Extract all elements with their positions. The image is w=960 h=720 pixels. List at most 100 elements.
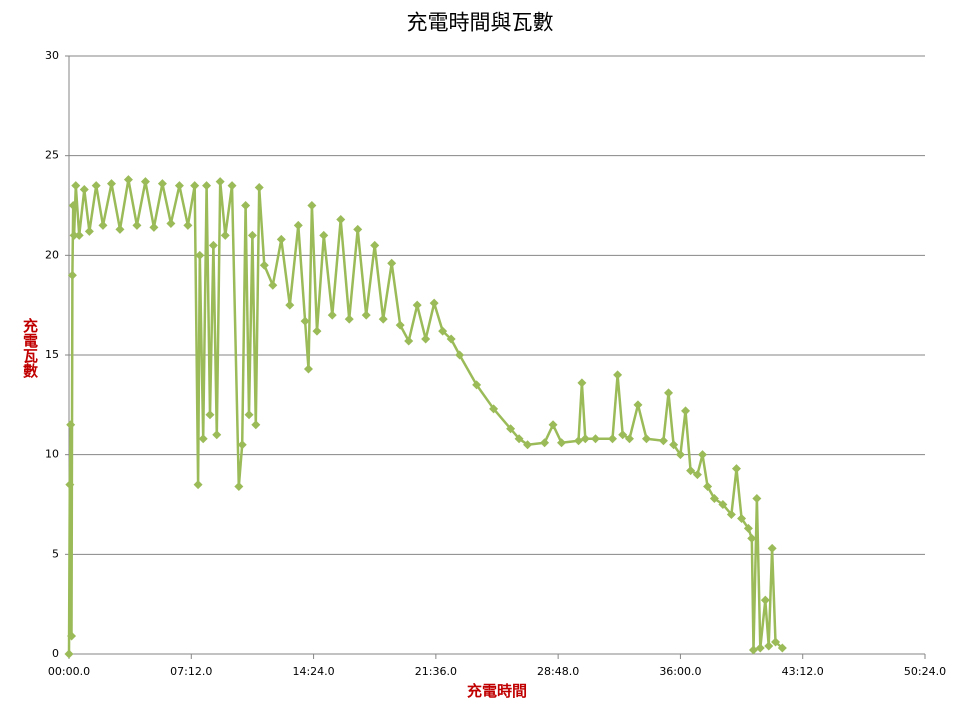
data-point — [208, 240, 218, 250]
x-tick-label: 28:48.0 — [537, 665, 579, 678]
data-point — [675, 450, 685, 460]
data-point — [312, 326, 322, 336]
data-point — [681, 406, 691, 416]
data-point — [698, 450, 708, 460]
data-point — [421, 334, 431, 344]
x-tick-label: 14:24.0 — [292, 665, 334, 678]
x-axis-title: 充電時間 — [467, 682, 527, 700]
data-point — [140, 177, 150, 187]
data-point — [183, 220, 193, 230]
data-point — [709, 494, 719, 504]
data-point — [64, 649, 74, 659]
data-point — [540, 438, 550, 448]
data-point — [574, 436, 584, 446]
data-point — [336, 214, 346, 224]
data-point — [84, 226, 94, 236]
y-tick-label: 5 — [52, 547, 59, 560]
data-point — [703, 482, 713, 492]
data-point — [718, 500, 728, 509]
data-point — [669, 440, 679, 450]
data-point — [752, 494, 762, 504]
data-point — [438, 326, 448, 336]
y-tick-label: 15 — [45, 348, 59, 361]
data-point — [692, 470, 702, 480]
x-tick-label: 43:12.0 — [782, 665, 824, 678]
data-point — [737, 513, 747, 523]
x-tick-label: 36:00.0 — [659, 665, 701, 678]
data-point — [633, 400, 643, 410]
data-point — [370, 240, 380, 250]
data-point — [767, 543, 777, 553]
data-point — [157, 179, 167, 189]
data-point — [577, 378, 587, 388]
data-point — [71, 181, 81, 191]
data-point — [760, 595, 770, 605]
data-point — [68, 201, 78, 210]
y-axis-title: 充電瓦數 — [21, 317, 39, 379]
data-point — [98, 220, 108, 230]
data-point — [237, 440, 247, 450]
data-point — [166, 218, 176, 228]
data-point — [149, 222, 159, 232]
data-point — [215, 177, 225, 187]
data-point — [743, 523, 753, 533]
y-tick-label: 25 — [45, 149, 59, 162]
data-point — [106, 179, 116, 189]
data-point — [202, 181, 212, 191]
data-point — [557, 438, 567, 448]
data-point — [664, 388, 674, 398]
data-point — [455, 350, 465, 360]
data-point — [591, 434, 601, 444]
data-point — [548, 420, 558, 430]
data-point — [607, 434, 617, 444]
data-point — [412, 300, 422, 310]
data-point — [276, 234, 286, 244]
data-point — [327, 310, 337, 320]
data-point — [618, 430, 628, 440]
data-point — [613, 370, 623, 380]
data-point — [66, 420, 76, 430]
data-point — [174, 181, 184, 191]
data-point — [69, 230, 79, 240]
y-tick-label: 20 — [45, 248, 59, 261]
data-point — [748, 645, 758, 655]
data-point — [65, 480, 75, 490]
data-point — [361, 310, 371, 320]
data-point — [307, 201, 317, 210]
data-point — [514, 434, 524, 444]
data-point — [293, 220, 303, 230]
data-point — [446, 334, 456, 344]
data-point — [79, 185, 89, 195]
data-point — [580, 434, 590, 444]
chart-title: 充電時間與瓦數 — [407, 11, 554, 35]
data-point — [771, 637, 781, 647]
data-point — [303, 364, 313, 374]
data-point — [123, 175, 133, 185]
data-point — [489, 404, 499, 414]
data-point — [731, 464, 741, 474]
data-point — [234, 482, 244, 492]
data-point — [395, 320, 405, 330]
data-point — [251, 420, 261, 430]
data-point — [404, 336, 414, 346]
data-point — [387, 258, 397, 268]
data-point — [67, 631, 77, 641]
data-point — [268, 280, 278, 290]
data-point — [747, 533, 757, 543]
data-point — [193, 480, 203, 490]
data-point — [764, 641, 774, 651]
x-tick-label: 00:00.0 — [48, 665, 90, 678]
data-point — [755, 643, 765, 653]
data-point — [227, 181, 237, 191]
data-point — [132, 220, 142, 230]
y-tick-label: 10 — [45, 448, 59, 461]
data-point — [285, 300, 295, 310]
data-point — [726, 509, 736, 519]
data-point — [115, 224, 125, 234]
data-point — [91, 181, 101, 191]
data-point — [429, 298, 439, 308]
data-point — [74, 230, 84, 240]
data-point — [686, 466, 696, 476]
data-point — [220, 230, 230, 240]
